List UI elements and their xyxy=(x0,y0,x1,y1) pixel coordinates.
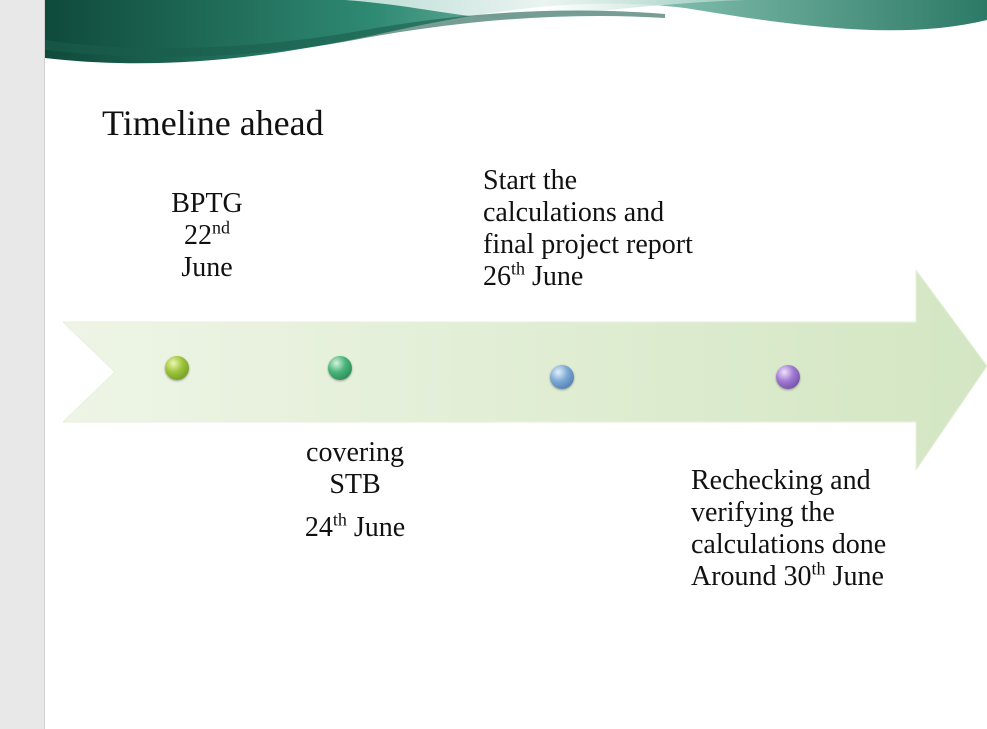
milestone-label-rechecking: Rechecking and verifying the calculation… xyxy=(691,465,887,592)
slide-title: Timeline ahead xyxy=(102,103,324,143)
slide-panel-gutter xyxy=(0,0,45,729)
milestone-label-bptg: BPTG 22nd June xyxy=(171,188,243,283)
milestone-dot-2 xyxy=(328,356,352,380)
slide-canvas: Timeline ahead BPTG 22nd June covering S… xyxy=(45,0,987,729)
wave-banner-graphic xyxy=(45,0,987,64)
milestone-label-calculations: Start the calculations and final project… xyxy=(483,165,693,292)
milestone-dot-4 xyxy=(776,365,800,389)
milestone-dot-1 xyxy=(165,356,189,380)
milestone-label-stb: covering STB 24th June xyxy=(304,437,406,543)
timeline-arrow xyxy=(63,270,987,470)
milestone-dot-3 xyxy=(550,365,574,389)
